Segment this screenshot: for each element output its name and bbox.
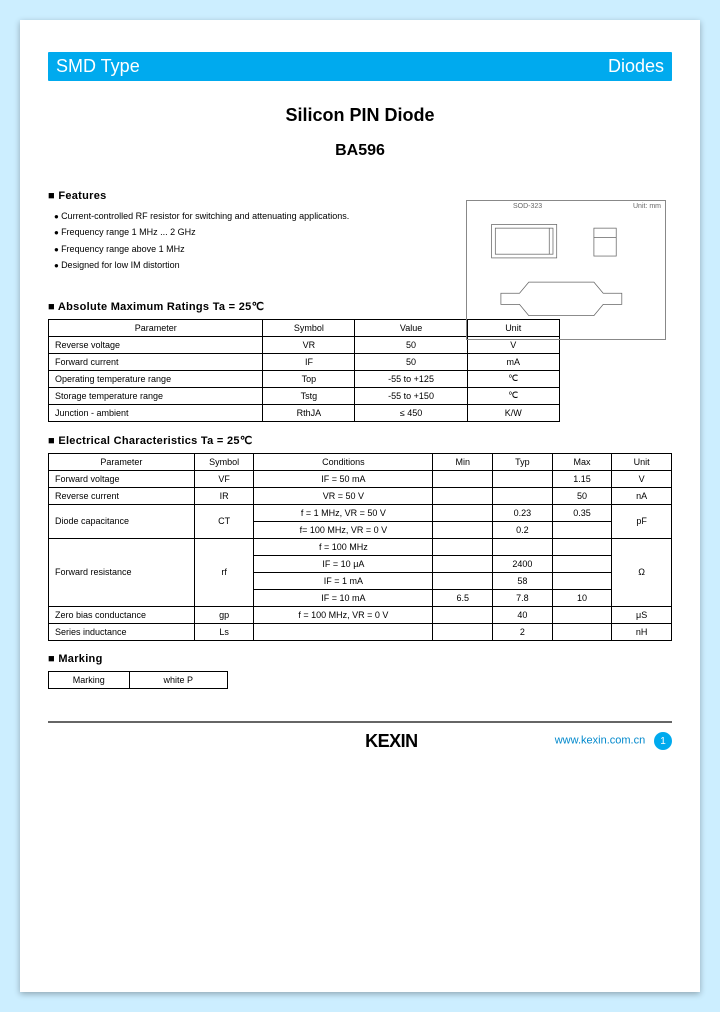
table-header: Parameter [49, 319, 263, 336]
header-left: SMD Type [56, 56, 140, 77]
footer-right: www.kexin.com.cn 1 [555, 732, 672, 750]
table-row: Operating temperature rangeTop-55 to +12… [49, 370, 560, 387]
table-row: Marking white P [49, 671, 228, 688]
table-row: Forward voltageVFIF = 50 mA1.15V [49, 470, 672, 487]
elec-table: Parameter Symbol Conditions Min Typ Max … [48, 453, 672, 641]
marking-heading: Marking [48, 653, 672, 665]
marking-value: white P [129, 671, 227, 688]
table-header-row: Parameter Symbol Conditions Min Typ Max … [49, 453, 672, 470]
table-row: Reverse currentIRVR = 50 V50nA [49, 487, 672, 504]
elec-heading: Electrical Characteristics Ta = 25℃ [48, 434, 672, 447]
footer-url: www.kexin.com.cn [555, 735, 645, 747]
doc-header-bar: SMD Type Diodes [48, 52, 672, 81]
footer-divider [48, 721, 672, 723]
table-row: Forward currentIF50mA [49, 353, 560, 370]
package-name: SOD-323 [513, 203, 542, 210]
table-row: Storage temperature rangeTstg-55 to +150… [49, 387, 560, 404]
footer: KEXIN www.kexin.com.cn 1 [48, 731, 672, 752]
part-number: BA596 [48, 142, 672, 160]
table-header: Symbol [263, 319, 355, 336]
package-unit: Unit: mm [633, 203, 661, 210]
doc-title: Silicon PIN Diode [48, 105, 672, 126]
table-row: Junction - ambientRthJA≤ 450K/W [49, 404, 560, 421]
table-header: Value [355, 319, 467, 336]
header-right: Diodes [608, 56, 664, 77]
table-row: Zero bias conductancegpf = 100 MHz, VR =… [49, 606, 672, 623]
page-number-badge: 1 [654, 732, 672, 750]
marking-label: Marking [49, 671, 130, 688]
package-drawing: SOD-323 Unit: mm [466, 200, 666, 340]
table-row: Forward resistancerff = 100 MHzΩ [49, 538, 672, 555]
table-row: Diode capacitanceCTf = 1 MHz, VR = 50 V0… [49, 504, 672, 521]
marking-table: Marking white P [48, 671, 228, 689]
title-block: Silicon PIN Diode BA596 [48, 105, 672, 160]
page: SMD Type Diodes Silicon PIN Diode BA596 … [20, 20, 700, 992]
package-outline-icon [473, 207, 659, 333]
table-row: Series inductanceLs2nH [49, 623, 672, 640]
brand-logo: KEXIN [365, 731, 418, 752]
